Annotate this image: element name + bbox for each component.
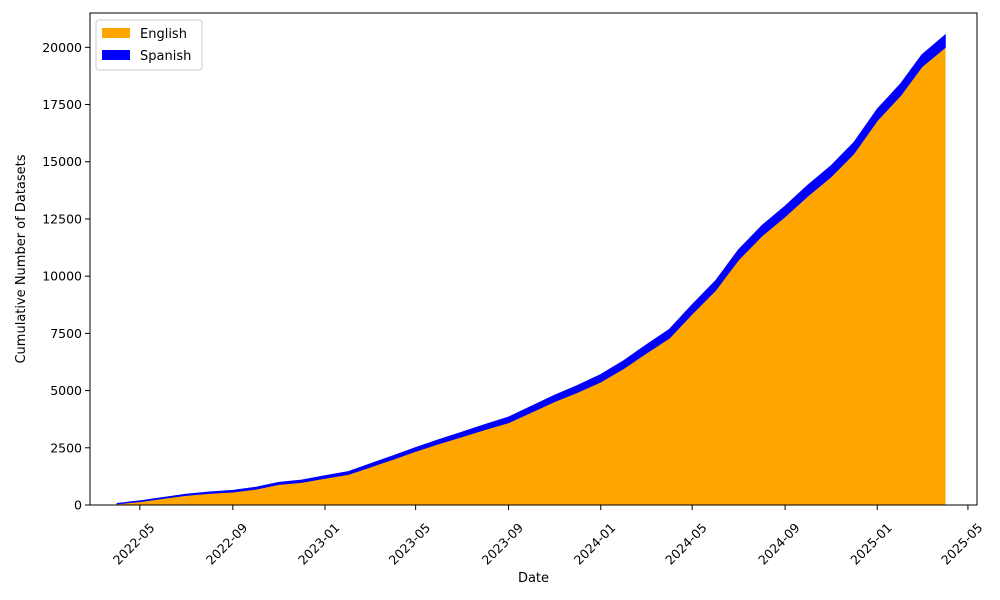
legend-label-spanish: Spanish bbox=[140, 49, 191, 64]
y-tick-label: 0 bbox=[74, 498, 82, 513]
x-tick-label: 2022-09 bbox=[203, 520, 251, 568]
y-tick-label: 10000 bbox=[42, 269, 82, 284]
x-tick-label: 2023-01 bbox=[295, 520, 343, 568]
y-tick-label: 20000 bbox=[42, 40, 82, 55]
y-tick-label: 15000 bbox=[42, 154, 82, 169]
area-layer bbox=[116, 33, 946, 506]
y-tick-label: 17500 bbox=[42, 97, 82, 112]
legend-swatch-spanish bbox=[102, 50, 130, 60]
y-axis-title: Cumulative Number of Datasets bbox=[14, 154, 29, 363]
x-axis-title: Date bbox=[518, 571, 549, 586]
plot-frame bbox=[89, 12, 978, 506]
y-axis: 0 2500 5000 7500 10000 12500 15000 17500 20000 bbox=[42, 40, 90, 513]
y-tick-label: 12500 bbox=[42, 211, 82, 226]
y-tick-label: 5000 bbox=[50, 383, 82, 398]
x-tick-label: 2025-05 bbox=[938, 520, 986, 568]
y-tick-label: 7500 bbox=[50, 326, 82, 341]
legend: English Spanish bbox=[95, 19, 203, 71]
x-tick-label: 2025-01 bbox=[847, 520, 895, 568]
x-axis: 2022-05 2022-09 2023-01 2023-05 2023-09 2024-… bbox=[110, 505, 986, 568]
x-tick-label: 2022-05 bbox=[110, 520, 158, 568]
y-tick-label: 2500 bbox=[50, 440, 82, 455]
x-tick-label: 2024-09 bbox=[755, 520, 803, 568]
area-english bbox=[116, 46, 946, 506]
area-spanish bbox=[116, 33, 946, 505]
x-tick-label: 2024-05 bbox=[662, 520, 710, 568]
x-tick-label: 2023-09 bbox=[479, 520, 527, 568]
legend-swatch-english bbox=[102, 28, 130, 38]
x-tick-label: 2023-05 bbox=[386, 520, 434, 568]
x-tick-label: 2024-01 bbox=[571, 520, 619, 568]
legend-label-english: English bbox=[140, 27, 187, 42]
